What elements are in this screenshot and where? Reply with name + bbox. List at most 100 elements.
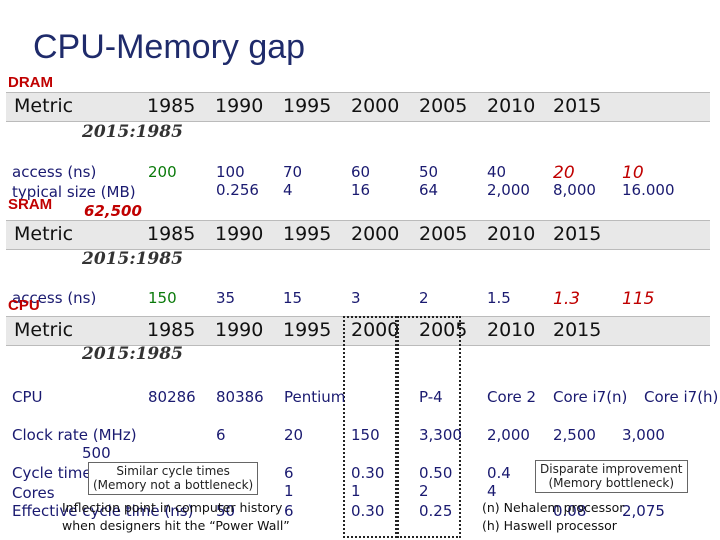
sram-year-1995: 1995 (283, 223, 332, 245)
disparate-callout-line2: (Memory bottleneck) (548, 476, 675, 491)
slide-title: CPU-Memory gap (33, 28, 306, 66)
sram-access-1985: 150 (148, 289, 177, 307)
dram-size-1995: 16 (351, 181, 371, 199)
dram-access-2015: 20 (553, 163, 575, 183)
cpu-clock-2010: 2,500 (553, 426, 596, 444)
dram-access-1995: 70 (283, 163, 303, 181)
sram-row-access-label: access (ns) (12, 289, 97, 307)
cpu-year-2005: 2005 (419, 319, 468, 341)
cpu-2005-highlight-box (397, 316, 461, 538)
cpu-clock-ratio: 500 (82, 444, 111, 462)
cpu-cycle-2005: 0.50 (419, 464, 453, 482)
cpu-cores-2010: 4 (487, 482, 497, 500)
dram-size-ratio: 62,500 (84, 202, 142, 220)
cpu-cores-1995: 1 (284, 482, 294, 500)
cpu-cycle-2000: 0.30 (351, 464, 385, 482)
disparate-improvement-callout: Disparate improvement (Memory bottleneck… (535, 460, 688, 493)
cpu-eff-1990: 50 (216, 502, 236, 520)
sram-year-1985: 1985 (147, 223, 196, 245)
cpu-row-cpu-label: CPU (12, 388, 43, 406)
sram-year-2010: 2010 (487, 223, 536, 245)
cpu-year-2000: 2000 (351, 319, 400, 341)
cpu-cycle-1995: 6 (284, 464, 294, 482)
cpu-clock-1985: 6 (216, 426, 226, 444)
similar-cycle-callout: Similar cycle times (Memory not a bottle… (88, 462, 259, 495)
cpu-ratio-header: 2015:1985 (82, 344, 183, 364)
sram-ratio-header: 2015:1985 (82, 249, 183, 269)
dram-year-2015: 2015 (553, 95, 602, 117)
cpu-model-2015a: Core i7(n) (553, 388, 628, 406)
cpu-year-1990: 1990 (215, 319, 264, 341)
cpu-year-1995: 1995 (283, 319, 332, 341)
dram-size-1985: 0.256 (216, 181, 259, 199)
cpu-cycle-2010: 0.4 (487, 464, 511, 482)
cpu-clock-2015: 3,000 (622, 426, 665, 444)
sram-access-1995: 15 (283, 289, 303, 307)
sram-access-2010: 1.5 (487, 289, 511, 307)
dram-year-1990: 1990 (215, 95, 264, 117)
sram-metric-header: Metric (14, 223, 74, 245)
cpu-year-2010: 2010 (487, 319, 536, 341)
dram-size-2015: 16.000 (622, 181, 675, 199)
similar-callout-line2: (Memory not a bottleneck) (93, 478, 254, 493)
cpu-model-2005: P-4 (419, 388, 443, 406)
sram-year-1990: 1990 (215, 223, 264, 245)
dram-year-2010: 2010 (487, 95, 536, 117)
dram-year-2000: 2000 (351, 95, 400, 117)
dram-metric-header: Metric (14, 95, 74, 117)
sram-section-label: SRAM (8, 196, 53, 213)
disparate-callout-line1: Disparate improvement (540, 462, 683, 476)
sram-access-1990: 35 (216, 289, 236, 307)
dram-access-1985: 200 (148, 163, 177, 181)
cpu-clock-1990: 20 (284, 426, 304, 444)
nehalem-footnote: (n) Nehalem processor (482, 500, 625, 515)
dram-size-2010: 8,000 (553, 181, 596, 199)
cpu-model-1985: 80286 (148, 388, 196, 406)
sram-header-band (6, 220, 710, 250)
similar-callout-line1: Similar cycle times (116, 464, 230, 478)
cpu-model-2015b: Core i7(h) (644, 388, 719, 406)
cpu-model-1990: 80386 (216, 388, 264, 406)
cpu-clock-1995: 150 (351, 426, 380, 444)
dram-access-1990: 100 (216, 163, 245, 181)
dram-ratio-header: 2015:1985 (82, 122, 183, 142)
sram-access-2000: 3 (351, 289, 361, 307)
cpu-cores-2005: 2 (419, 482, 429, 500)
inflection-note-line2: when designers hit the “Power Wall” (62, 518, 290, 533)
cpu-row-effective-label: Effective cycle time (ns) (12, 502, 194, 520)
cpu-year-2015: 2015 (553, 319, 602, 341)
dram-access-ratio: 10 (622, 163, 644, 183)
cpu-row-clock-label: Clock rate (MHz) (12, 426, 137, 444)
cpu-clock-2005: 2,000 (487, 426, 530, 444)
cpu-eff-2000: 0.30 (351, 502, 385, 520)
dram-year-1995: 1995 (283, 95, 332, 117)
dram-size-2005: 2,000 (487, 181, 530, 199)
inflection-note-line1: Inflection point in computer history (62, 500, 283, 515)
sram-access-ratio: 115 (622, 289, 655, 309)
cpu-eff-1995: 6 (284, 502, 294, 520)
dram-size-2000: 64 (419, 181, 439, 199)
dram-access-2000: 60 (351, 163, 371, 181)
dram-year-1985: 1985 (147, 95, 196, 117)
sram-year-2015: 2015 (553, 223, 602, 245)
cpu-eff-2010: 0.08 (553, 502, 587, 520)
dram-size-1990: 4 (283, 181, 293, 199)
dram-row-access-label: access (ns) (12, 163, 97, 181)
cpu-cores-2000: 1 (351, 482, 361, 500)
dram-access-2010: 40 (487, 163, 507, 181)
dram-row-size-label: typical size (MB) (12, 183, 136, 201)
sram-access-2015: 1.3 (553, 289, 581, 309)
cpu-clock-2000: 3,300 (419, 426, 462, 444)
dram-year-2005: 2005 (419, 95, 468, 117)
sram-year-2005: 2005 (419, 223, 468, 245)
cpu-2000-highlight-box (343, 316, 397, 538)
cpu-model-2010: Core 2 (487, 388, 537, 406)
cpu-metric-header: Metric (14, 319, 74, 341)
sram-access-2005: 2 (419, 289, 429, 307)
cpu-eff-2005: 0.25 (419, 502, 453, 520)
haswell-footnote: (h) Haswell processor (482, 518, 617, 533)
dram-header-band (6, 92, 710, 122)
cpu-model-1995: Pentium (284, 388, 346, 406)
cpu-section-label: CPU (8, 297, 40, 314)
cpu-eff-ratio: 2,075 (622, 502, 665, 520)
